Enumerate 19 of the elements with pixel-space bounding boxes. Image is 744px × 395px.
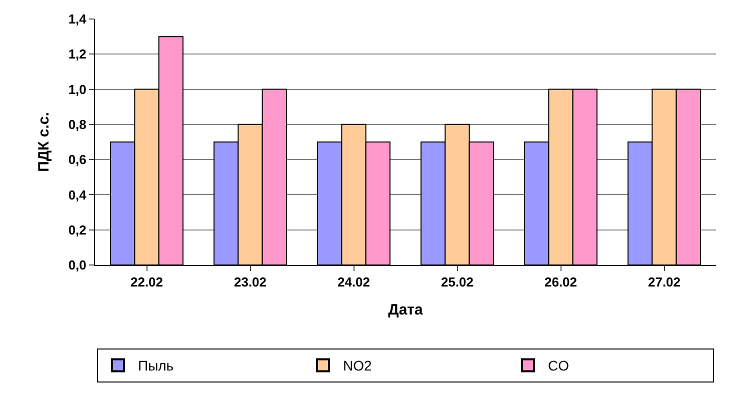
y-tick-label: 1,4 [68, 12, 88, 27]
legend-label: Пыль [138, 358, 174, 374]
x-tick-label: 24.02 [337, 274, 370, 290]
legend-label: CO [548, 358, 570, 374]
y-tick-label: 0,2 [68, 222, 86, 238]
x-tick-label: 26.02 [544, 274, 578, 290]
x-tick-label: 27.02 [648, 274, 681, 290]
y-tick-label: 0,4 [68, 187, 88, 202]
y-tick-label: 0,6 [68, 152, 86, 168]
y-tick-label: 0,0 [68, 258, 86, 273]
y-axis-title: ПДК с.с. [36, 112, 53, 172]
legend-label: NO2 [343, 358, 372, 374]
x-axis-title: Дата [388, 302, 424, 319]
x-tick-label: 23.02 [234, 274, 267, 290]
x-tick-label: 22.02 [130, 274, 164, 290]
x-tick-label: 25.02 [440, 274, 474, 290]
y-tick-label: 1,2 [68, 46, 86, 62]
y-tick-label: 1,0 [68, 82, 86, 97]
y-tick-label: 0,8 [68, 116, 86, 132]
